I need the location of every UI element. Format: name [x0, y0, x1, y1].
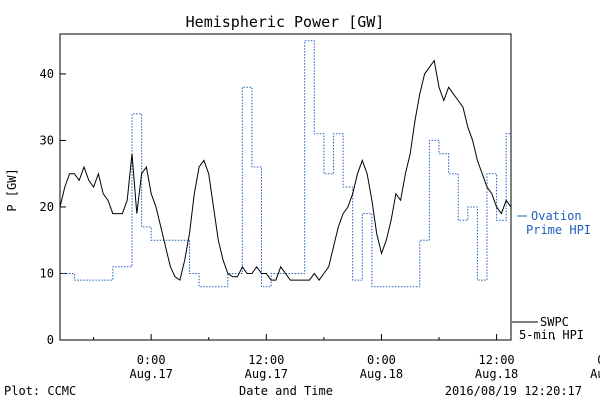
x-tick-date: Aug.18 — [360, 367, 403, 381]
x-tick-date: Aug.18 — [475, 367, 518, 381]
swpc-legend-line2: 5-min HPI — [519, 328, 584, 342]
x-tick-date: Aug.19 — [590, 367, 600, 381]
x-tick-time: 12:00 — [248, 353, 284, 367]
plot-frame — [59, 33, 512, 341]
x-axis-label: Date and Time — [239, 384, 333, 398]
series-layer — [60, 40, 511, 288]
ovation-legend-line1: Ovation — [531, 209, 582, 223]
chart-title: Hemispheric Power [GW] — [186, 13, 385, 31]
swpc-hpi-series-line — [60, 59, 511, 281]
x-tick-time: 0:00 — [367, 353, 396, 367]
y-tick-label: 0 — [47, 333, 54, 347]
x-tick-time: 0:00 — [137, 353, 166, 367]
y-axis-label: P [GW] — [5, 168, 19, 211]
ovation-legend-line2: Prime HPI — [526, 223, 591, 237]
y-tick-label: 10 — [40, 266, 54, 280]
x-tick-time: 0:00 — [597, 353, 600, 367]
swpc-legend-line1: SWPC — [540, 315, 569, 329]
x-tick-date: Aug.17 — [129, 367, 172, 381]
y-tick-label: 40 — [40, 67, 54, 81]
y-tick-label: 20 — [40, 200, 54, 214]
x-tick-time: 12:00 — [479, 353, 515, 367]
x-axis-ticks: 0:00Aug.1712:00Aug.170:00Aug.1812:00Aug.… — [93, 334, 600, 381]
timestamp: 2016/08/19 12:20:17 — [445, 384, 582, 398]
y-tick-label: 30 — [40, 133, 54, 147]
ovation-prime-series-line — [60, 40, 511, 288]
y-axis-ticks: 0 10 20 30 40 — [40, 67, 66, 347]
plot-credit: Plot: CCMC — [4, 384, 76, 398]
x-tick-date: Aug.17 — [245, 367, 288, 381]
